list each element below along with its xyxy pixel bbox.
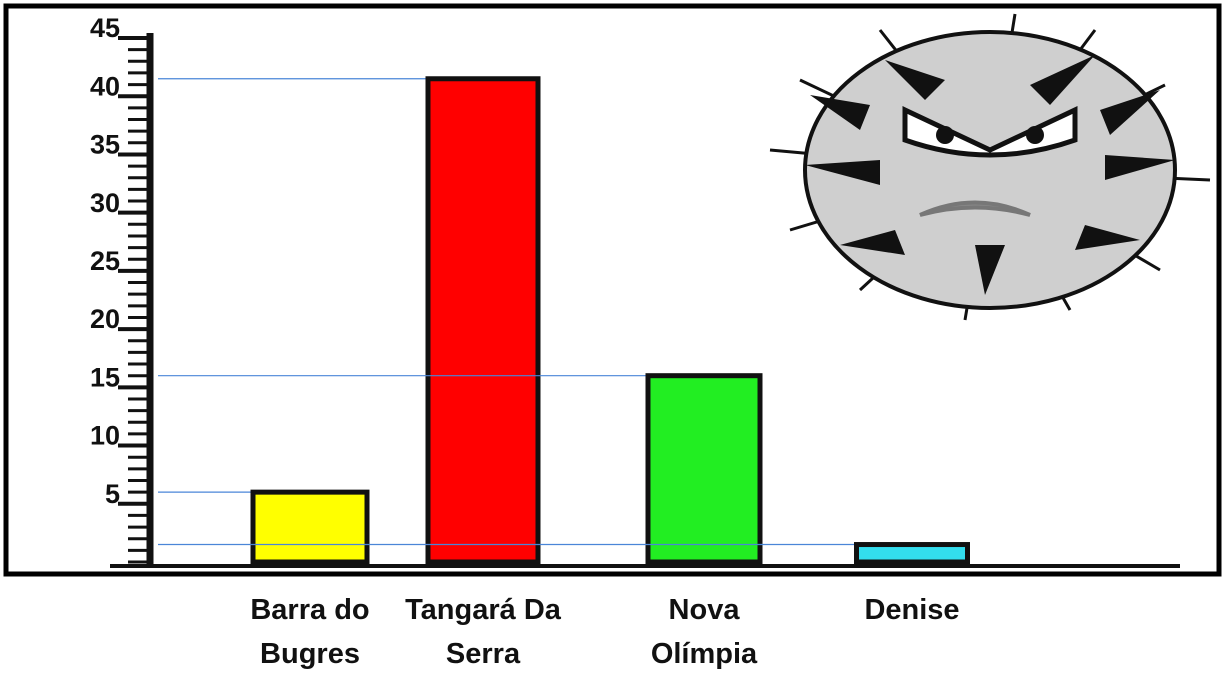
y-tick-label: 40: [90, 71, 120, 101]
x-tick-label: Denise: [864, 594, 960, 626]
virus-icon: [769, 13, 1211, 321]
y-tick-label: 15: [90, 362, 120, 392]
y-tick-label: 20: [90, 304, 120, 334]
y-tick-label: 10: [90, 421, 120, 451]
y-tick-label: 30: [90, 188, 120, 218]
bar: [250, 489, 370, 565]
bar: [425, 76, 541, 565]
x-tick-label: Nova Olímpia: [650, 594, 758, 670]
y-tick-label: 5: [105, 479, 120, 509]
y-tick-label: 45: [90, 13, 120, 43]
y-tick-label: 25: [90, 246, 120, 276]
bar: [645, 373, 763, 565]
bar: [854, 542, 970, 565]
x-tick-label: Barra do Bugres: [250, 594, 370, 670]
y-tick-label: 35: [90, 130, 120, 160]
frame: [3, 3, 1222, 577]
x-tick-label: Tangará Da Serra: [405, 594, 561, 670]
